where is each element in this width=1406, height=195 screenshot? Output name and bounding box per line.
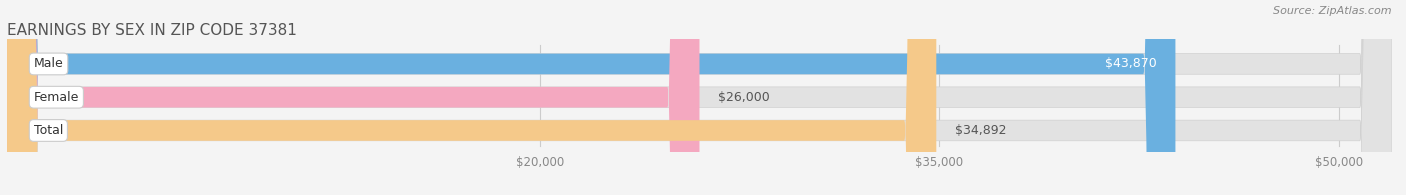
FancyBboxPatch shape	[7, 0, 1392, 195]
FancyBboxPatch shape	[7, 0, 1175, 195]
Text: $43,870: $43,870	[1105, 58, 1157, 70]
FancyBboxPatch shape	[7, 0, 936, 195]
Text: EARNINGS BY SEX IN ZIP CODE 37381: EARNINGS BY SEX IN ZIP CODE 37381	[7, 23, 297, 38]
FancyBboxPatch shape	[7, 0, 700, 195]
Text: $26,000: $26,000	[718, 91, 770, 104]
Text: Male: Male	[34, 58, 63, 70]
FancyBboxPatch shape	[7, 0, 1392, 195]
FancyBboxPatch shape	[7, 0, 1392, 195]
Text: $34,892: $34,892	[955, 124, 1007, 137]
Text: Total: Total	[34, 124, 63, 137]
Text: Female: Female	[34, 91, 79, 104]
Text: Source: ZipAtlas.com: Source: ZipAtlas.com	[1274, 6, 1392, 16]
